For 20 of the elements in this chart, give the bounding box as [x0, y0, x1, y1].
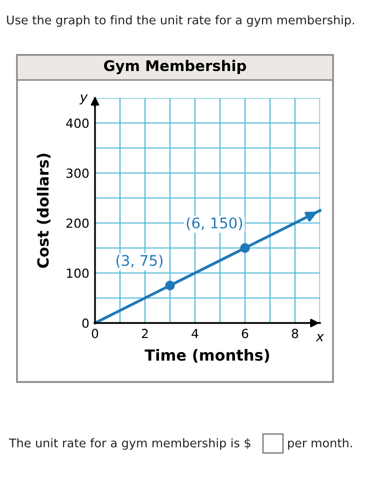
text: Use the graph to find the unit rate for a gym membership. — [7, 15, 354, 27]
text: per month. — [288, 438, 352, 450]
text: y — [80, 94, 88, 104]
x-tick-label: 2 — [142, 328, 148, 338]
chart-title: Gym Membership — [104, 60, 246, 74]
annotation: (6, 150) — [186, 217, 242, 230]
x-tick-label: 0 — [92, 328, 98, 338]
text: x — [316, 334, 324, 342]
annotation: (3, 75) — [116, 254, 162, 268]
y-tick-label: 0 — [82, 318, 89, 328]
x-tick-label: 8 — [292, 328, 298, 338]
x-tick-label: 4 — [192, 328, 198, 338]
x-tick-label: 6 — [242, 328, 248, 338]
y-tick-label: 200 — [66, 218, 89, 228]
y-tick-label: 300 — [66, 168, 89, 178]
x-axis-title: Time (months) — [144, 348, 270, 363]
y-tick-label: 100 — [66, 268, 89, 278]
y-axis-title: Cost (dollars) — [36, 154, 51, 268]
text: The unit rate for a gym membership is $ — [8, 438, 250, 450]
y-tick-label: 400 — [66, 118, 89, 128]
